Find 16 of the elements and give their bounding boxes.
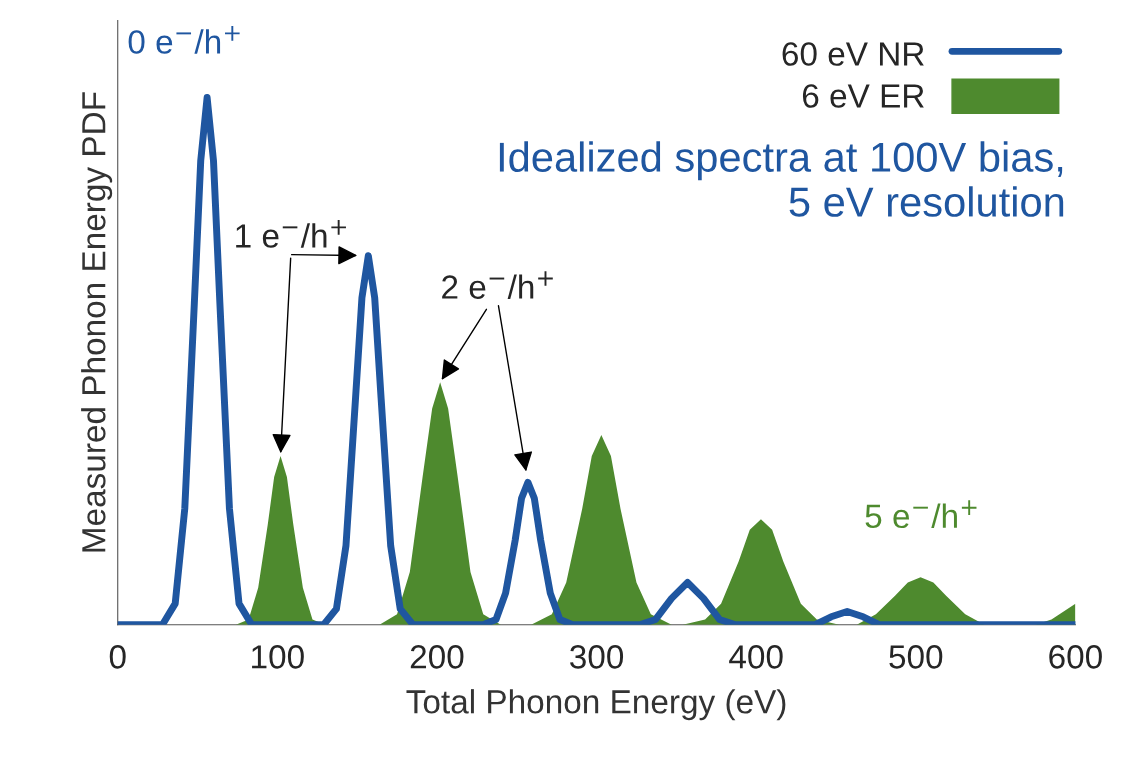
x-tick-label: 600 [1049, 645, 1102, 669]
annotation: 1 e$^{−}$/h$^{+}$ [236, 220, 346, 248]
legend-label: 60 eV NR [782, 42, 924, 66]
x-tick-label: 400 [729, 645, 783, 669]
x-tick-label: 500 [889, 645, 943, 669]
annotation: 2 e$^{−}$/h$^{+}$ [442, 271, 553, 299]
annotation: 5 e$^{−}$/h$^{+}$ [865, 500, 977, 529]
annotation: Idealized spectra at 100V bias, 5 eV resolution [499, 141, 1064, 217]
legend-label: 6 eV ER [802, 84, 924, 108]
y-axis-title: Measured Phonon Energy PDF [81, 92, 113, 552]
x-tick-label: 200 [410, 645, 464, 669]
x-tick-label: 100 [252, 645, 304, 669]
x-tick-label: 300 [570, 645, 624, 669]
x-axis-title: Total Phonon Energy (eV) [406, 689, 786, 721]
text: 0 e$^{−}$/h$^{+}$ [128, 26, 240, 54]
x-tick-label: 0 [109, 645, 126, 669]
